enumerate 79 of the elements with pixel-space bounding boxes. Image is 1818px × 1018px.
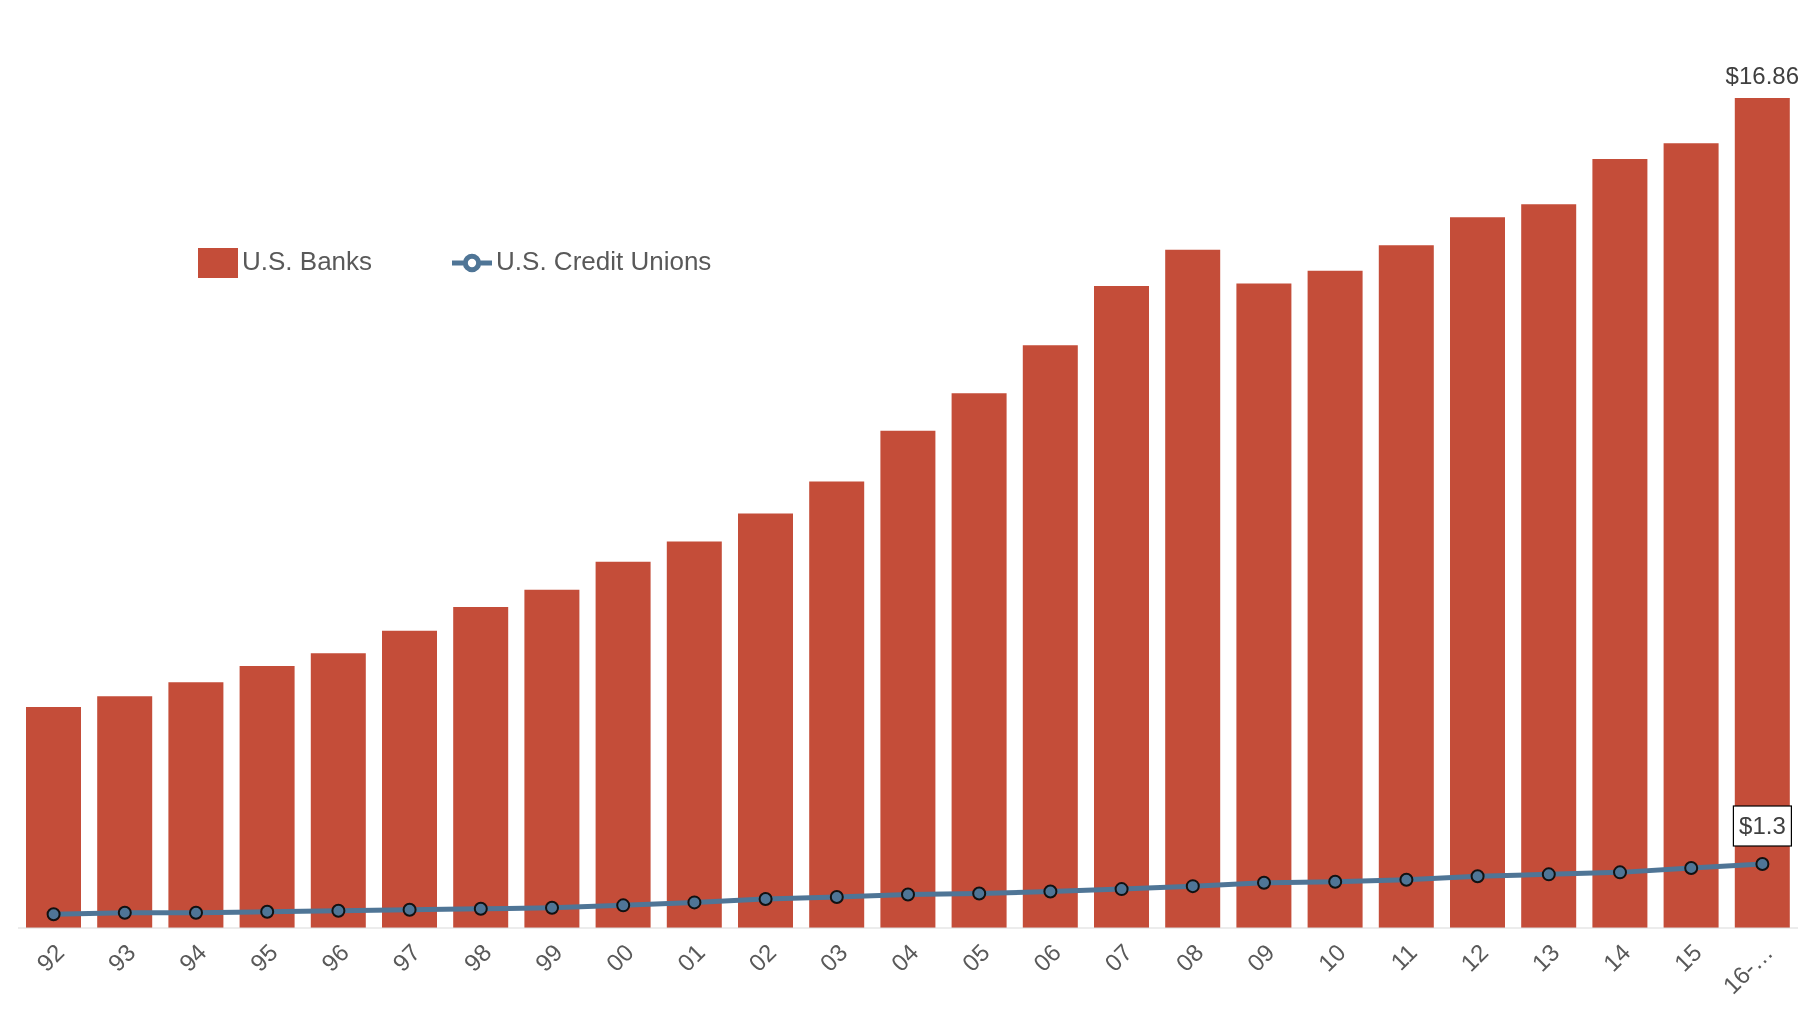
x-tick-label: 96 [316, 938, 354, 977]
bar [1734, 98, 1790, 928]
x-tick-label: 92 [31, 938, 70, 977]
point [1755, 857, 1770, 871]
bar [1236, 283, 1292, 928]
x-tick-label: 04 [885, 938, 924, 977]
x-tick-label: 94 [173, 938, 212, 977]
bar [382, 630, 437, 928]
point [616, 898, 631, 913]
bar [809, 481, 865, 928]
point [972, 886, 987, 901]
point [473, 901, 488, 916]
bar [1521, 204, 1577, 928]
x-tick-label: 16-… [1717, 938, 1778, 1000]
x-tick-label: 10 [1312, 938, 1351, 977]
bar [168, 682, 224, 928]
bar [26, 706, 81, 928]
x-tick-label: 95 [244, 938, 283, 977]
x-tick-label: 98 [458, 938, 497, 977]
x-tick-label: 14 [1597, 938, 1636, 977]
x-tick-label: 01 [672, 938, 710, 977]
bar [239, 666, 295, 928]
bar [310, 653, 366, 928]
x-tick-label: 05 [956, 938, 995, 977]
point [402, 902, 417, 917]
bar [1307, 270, 1363, 928]
x-tick-label: 15 [1668, 938, 1707, 977]
point [260, 904, 275, 919]
x-tick-label: 13 [1526, 938, 1565, 977]
bar [1022, 345, 1078, 928]
point [687, 895, 702, 910]
bar [1450, 217, 1505, 928]
bar [1165, 249, 1221, 928]
x-tick-label: 07 [1099, 938, 1138, 977]
bar [880, 430, 936, 928]
point [1328, 874, 1343, 889]
point [331, 903, 346, 918]
bar [951, 393, 1007, 928]
bar [524, 589, 580, 928]
x-tick-label: 00 [600, 938, 639, 977]
x-tick-label: 03 [814, 938, 853, 977]
x-tick-label: 11 [1385, 938, 1422, 976]
x-tick-label: 12 [1455, 938, 1494, 977]
data-label: $1.3 [1739, 812, 1786, 839]
x-tick-label: 02 [743, 938, 782, 977]
point [758, 891, 773, 906]
point [1114, 882, 1129, 897]
data-label: $16.86 [1725, 62, 1799, 89]
legend-label: U.S. Banks [242, 245, 373, 276]
bar [666, 541, 722, 928]
point [545, 900, 559, 915]
point [46, 907, 61, 922]
point [1684, 860, 1699, 875]
bar [453, 607, 509, 928]
legend-label: U.S. Credit Unions [496, 245, 712, 276]
x-tick-label: 09 [1241, 938, 1280, 977]
point [117, 905, 132, 920]
point [1399, 872, 1414, 887]
bar [738, 513, 793, 928]
point [1185, 879, 1200, 894]
point [1613, 865, 1627, 880]
bar [1378, 245, 1434, 928]
x-tick-label: 93 [102, 938, 141, 977]
point [1470, 869, 1485, 884]
bar [1663, 143, 1719, 928]
point [1257, 875, 1271, 890]
point [1541, 867, 1556, 882]
point [829, 889, 844, 904]
bar [97, 696, 153, 928]
x-tick-label: 99 [529, 938, 568, 977]
point [901, 887, 915, 902]
x-tick-label: 97 [387, 938, 426, 977]
point [189, 905, 203, 920]
bar [595, 561, 651, 928]
x-tick-label: 08 [1170, 938, 1209, 977]
point [1043, 884, 1058, 899]
bar [1094, 286, 1149, 928]
x-tick-label: 06 [1028, 938, 1066, 977]
bar [1592, 159, 1648, 928]
